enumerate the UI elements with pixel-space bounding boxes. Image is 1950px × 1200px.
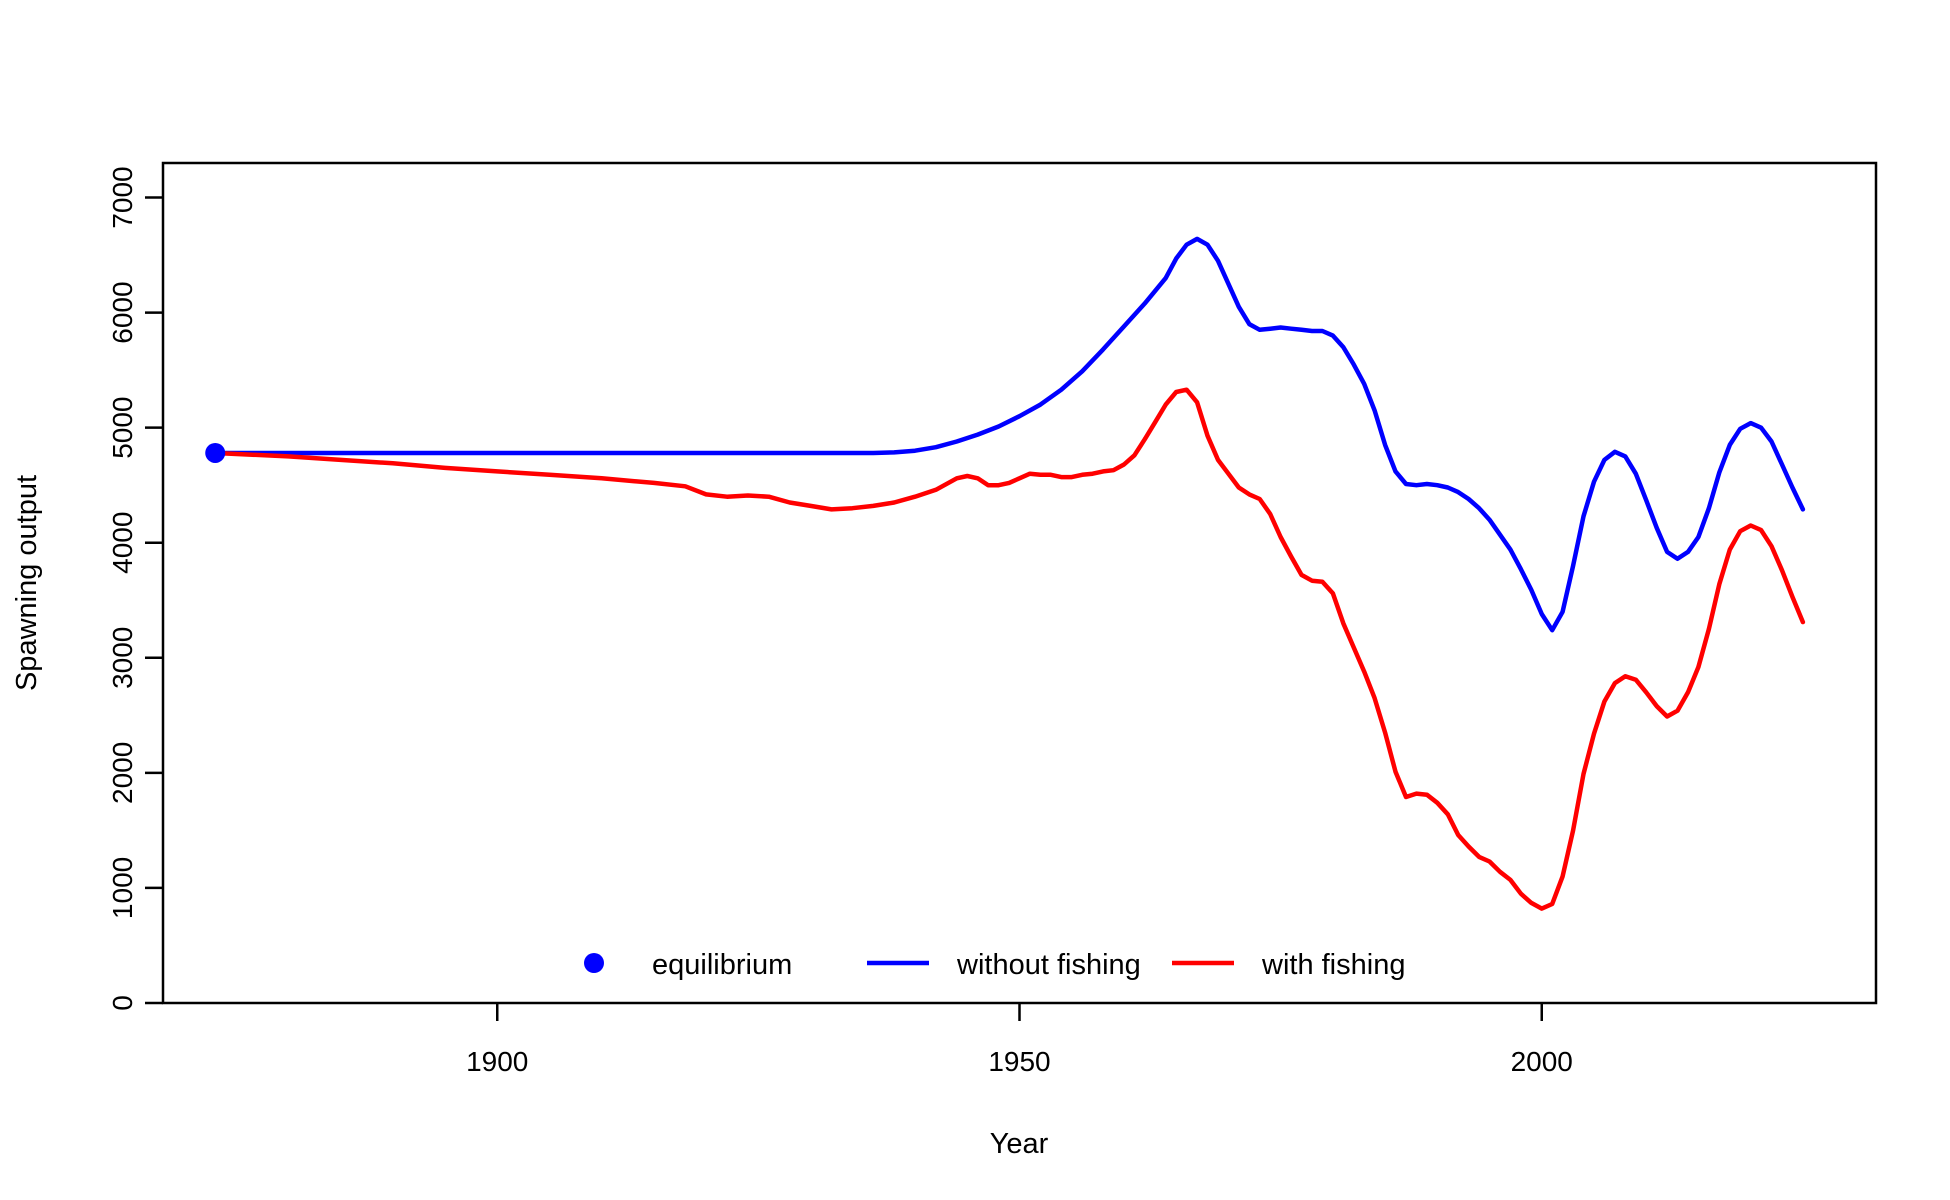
series-line-without-fishing bbox=[212, 236, 1806, 633]
legend-equilibrium-marker bbox=[584, 953, 604, 973]
x-axis-title: Year bbox=[990, 1128, 1049, 1160]
y-axis-title: Spawning output bbox=[11, 475, 43, 691]
legend-equilibrium-label: equilibrium bbox=[652, 949, 792, 981]
x-axis: 1900 1950 2000 bbox=[466, 1003, 1573, 1077]
plot-frame bbox=[161, 161, 1878, 1005]
x-tick-label: 1900 bbox=[466, 1046, 528, 1077]
equilibrium-point bbox=[205, 442, 226, 463]
y-tick-label: 0 bbox=[107, 995, 138, 1011]
series-line-with-fishing bbox=[212, 387, 1806, 911]
legend-with-fishing-label: with fishing bbox=[1261, 949, 1405, 981]
y-tick-label: 3000 bbox=[107, 627, 138, 689]
x-tick-label: 2000 bbox=[1511, 1046, 1573, 1077]
y-tick-label: 7000 bbox=[107, 166, 138, 228]
y-tick-label: 2000 bbox=[107, 742, 138, 804]
marker-layer bbox=[205, 442, 226, 463]
series-layer bbox=[212, 236, 1806, 911]
y-tick-label: 5000 bbox=[107, 397, 138, 459]
y-axis: 0 1000 2000 3000 4000 5000 6000 7000 bbox=[107, 166, 163, 1011]
y-tick-label: 4000 bbox=[107, 512, 138, 574]
legend: equilibrium without fishing with fishing bbox=[584, 949, 1405, 981]
legend-without-fishing-label: without fishing bbox=[956, 949, 1141, 981]
y-tick-label: 6000 bbox=[107, 281, 138, 343]
x-tick-label: 1950 bbox=[988, 1046, 1050, 1077]
y-tick-label: 1000 bbox=[107, 857, 138, 919]
